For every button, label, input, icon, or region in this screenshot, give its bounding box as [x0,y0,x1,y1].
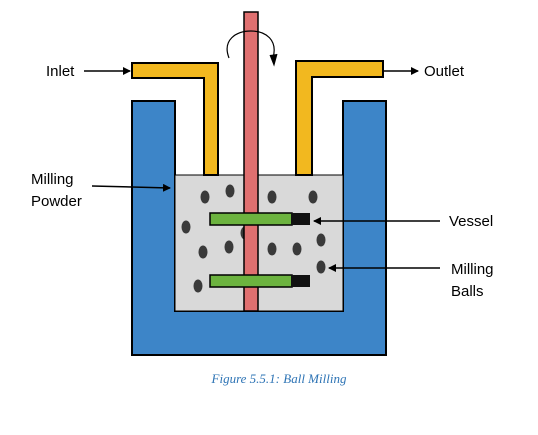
milling-ball [308,190,318,204]
paddle-blade [209,274,293,288]
inlet-pipe [131,62,219,176]
milling-ball [181,220,191,234]
milling-ball [267,242,277,256]
milling-powder-arrow [91,183,171,192]
outlet-label: Outlet [424,63,465,80]
milling-powder-label-line1: Milling [31,171,74,188]
milling-powder-label-line2: Powder [31,193,82,210]
milling-ball [316,233,326,247]
milling-balls-label-line1: Milling [451,261,494,278]
milling-ball [225,184,235,198]
paddle-tip [291,275,310,287]
milling-balls-label-line2: Balls [451,283,484,300]
milling-ball [193,279,203,293]
vessel-label: Vessel [449,213,493,230]
paddle-blade [209,212,293,226]
paddle-tip [291,213,310,225]
lower-paddle [209,274,310,288]
milling-ball [292,242,302,256]
figure-caption: Figure 5.5.1: Ball Milling [211,371,347,386]
milling-balls [181,184,326,293]
upper-paddle [209,212,310,226]
milling-ball [198,245,208,259]
vessel-jacket [131,100,387,356]
milling-ball [200,190,210,204]
milling-ball [316,260,326,274]
milling-ball [267,190,277,204]
rotor-shaft [243,11,259,312]
milling-ball [224,240,234,254]
outlet-pipe [295,60,384,176]
inlet-label: Inlet [46,63,75,80]
rotation-arrow-icon [226,30,278,67]
